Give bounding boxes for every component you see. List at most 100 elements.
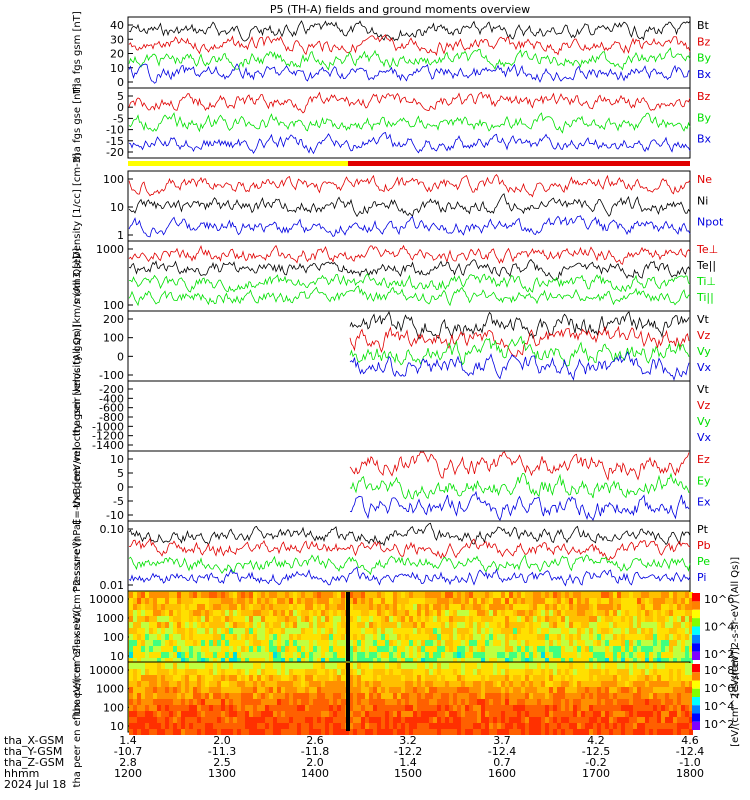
heat-cell [405,610,409,616]
heat-cell [245,622,249,628]
heat-cell [561,663,565,669]
heat-cell [273,592,277,598]
heat-cell [673,598,677,604]
heat-cell [293,669,297,675]
heat-cell [457,711,461,717]
heat-cell [205,663,209,669]
heat-cell [217,604,221,610]
heat-cell [389,687,393,693]
heat-cell [285,628,289,634]
heat-cell [173,669,177,675]
panel-ylabel: tha peir en eflux eV/(cm^2-s-sr-eV) [72,538,83,716]
heat-cell [321,693,325,699]
heat-cell [193,723,197,729]
heat-cell [653,723,657,729]
panel-ylabel: Pressure [nPa] [72,520,83,592]
heat-cell [449,717,453,723]
heat-cell [325,681,329,687]
heat-cell [633,711,637,717]
heat-cell [433,663,437,669]
heat-cell [625,729,629,735]
heat-cell [493,681,497,687]
heat-cell [429,634,433,640]
heat-cell [445,640,449,646]
heat-cell [573,669,577,675]
heat-cell [261,622,265,628]
heat-cell [353,646,357,652]
heat-cell [369,717,373,723]
heat-cell [629,598,633,604]
heat-cell [145,693,149,699]
heat-cell [321,663,325,669]
panel-ylabel: tha peer en eflux eV/(cm^2-s-sr-eV) [72,606,83,787]
heat-cell [393,610,397,616]
heat-cell [405,699,409,705]
heat-cell [373,604,377,610]
heat-cell [681,604,685,610]
heat-cell [569,723,573,729]
heat-cell [157,669,161,675]
heat-cell [233,598,237,604]
panel-ylabel: E=-VxB [mV/m] [72,447,83,525]
heat-cell [381,699,385,705]
colorbar: 10^610^410^2[eV/(cm^2-s-sr-eV) (All Qs)] [692,557,741,696]
heat-cell [537,693,541,699]
heat-cell [677,628,681,634]
heat-cell [509,628,513,634]
heat-cell [401,622,405,628]
heat-cell [505,598,509,604]
heat-cell [393,634,397,640]
heat-cell [129,646,133,652]
heat-cell [501,705,505,711]
heat-cell [593,687,597,693]
heat-cell [417,640,421,646]
heat-cell [293,663,297,669]
heat-cell [337,622,341,628]
heat-cell [477,705,481,711]
heat-cell [653,717,657,723]
heat-cell [593,634,597,640]
heat-cell [221,729,225,735]
heat-cell [281,610,285,616]
heat-cell [257,628,261,634]
heat-cell [481,717,485,723]
heat-cell [469,717,473,723]
heat-cell [609,622,613,628]
footer-value: 2.6 [306,734,324,747]
heat-cell [361,669,365,675]
heat-cell [597,705,601,711]
heat-cell [605,729,609,735]
heat-cell [405,723,409,729]
heat-cell [133,652,137,658]
heat-cell [665,663,669,669]
ytick-label: 100 [103,631,124,644]
heat-cell [353,663,357,669]
heat-cell [417,634,421,640]
heat-cell [657,717,661,723]
panel-5: tha peir velocity gsm [km/s (All Qs)] 200… [72,256,712,437]
heat-cell [313,717,317,723]
heat-cell [161,699,165,705]
heat-cell [293,687,297,693]
heat-cell [477,693,481,699]
heat-cell [297,681,301,687]
heat-cell [653,592,657,598]
heat-cell [277,622,281,628]
heat-cell [469,687,473,693]
heat-cell [441,634,445,640]
heat-cell [249,693,253,699]
heat-cell [341,723,345,729]
heat-cell [405,628,409,634]
heat-cell [549,622,553,628]
heat-cell [389,616,393,622]
heat-cell [493,723,497,729]
heat-cell [261,711,265,717]
heat-cell [689,729,693,735]
heat-cell [237,729,241,735]
heat-cell [669,681,673,687]
heat-cell [181,658,185,664]
heat-cell [481,616,485,622]
heat-cell [169,675,173,681]
heat-cell [369,604,373,610]
heat-cell [357,610,361,616]
